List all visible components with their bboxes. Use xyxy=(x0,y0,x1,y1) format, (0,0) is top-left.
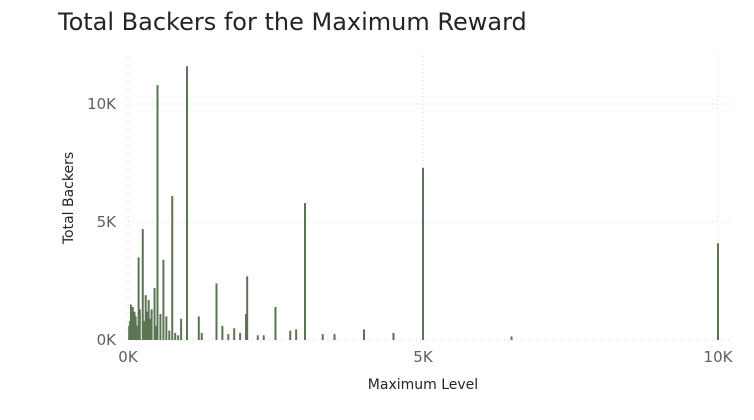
bar xyxy=(304,203,306,340)
bar xyxy=(174,332,177,340)
x-tick-label: 5K xyxy=(413,348,434,366)
bar xyxy=(274,306,277,340)
bar xyxy=(221,325,224,340)
y-tick-label: 0K xyxy=(97,331,118,349)
bar xyxy=(137,257,140,340)
x-axis-title: Maximum Level xyxy=(368,377,478,393)
bar xyxy=(171,196,174,340)
y-tick-label: 10K xyxy=(87,95,117,113)
bar xyxy=(156,85,159,341)
bar xyxy=(215,283,218,340)
bar xyxy=(200,332,203,340)
bar xyxy=(168,330,171,340)
bar xyxy=(256,335,259,340)
bar xyxy=(133,311,136,340)
bar xyxy=(146,311,149,340)
bar xyxy=(239,332,242,340)
bar xyxy=(153,288,156,340)
bar xyxy=(144,295,147,340)
bar xyxy=(289,330,292,340)
x-tick-label: 10K xyxy=(704,348,734,366)
bar xyxy=(186,66,188,341)
bar xyxy=(143,321,146,340)
bar xyxy=(717,243,719,340)
bar xyxy=(141,229,144,340)
bar xyxy=(138,309,141,340)
bar xyxy=(149,318,152,340)
bar xyxy=(422,167,424,340)
y-axis-title: Total Backers xyxy=(61,152,77,245)
bar xyxy=(131,306,134,340)
bar xyxy=(150,309,153,340)
bar xyxy=(227,334,230,340)
bar xyxy=(159,314,162,340)
bar xyxy=(321,334,324,340)
bar xyxy=(197,316,200,340)
bar xyxy=(363,329,365,340)
bar xyxy=(162,259,165,340)
x-tick-label: 0K xyxy=(118,348,139,366)
bar xyxy=(147,299,150,340)
y-tick-label: 5K xyxy=(97,213,118,231)
bar xyxy=(295,329,298,340)
bar xyxy=(165,316,168,340)
bar xyxy=(246,276,249,340)
bar xyxy=(245,314,247,340)
bar xyxy=(135,325,138,340)
bar xyxy=(180,318,183,340)
chart-title: Total Backers for the Maximum Reward xyxy=(58,8,527,36)
bar xyxy=(333,334,336,340)
bar xyxy=(262,335,265,340)
bar xyxy=(134,316,137,340)
bar xyxy=(177,335,180,340)
bar xyxy=(510,336,513,340)
bar xyxy=(392,332,395,340)
bar xyxy=(155,325,158,340)
bar xyxy=(233,328,236,340)
